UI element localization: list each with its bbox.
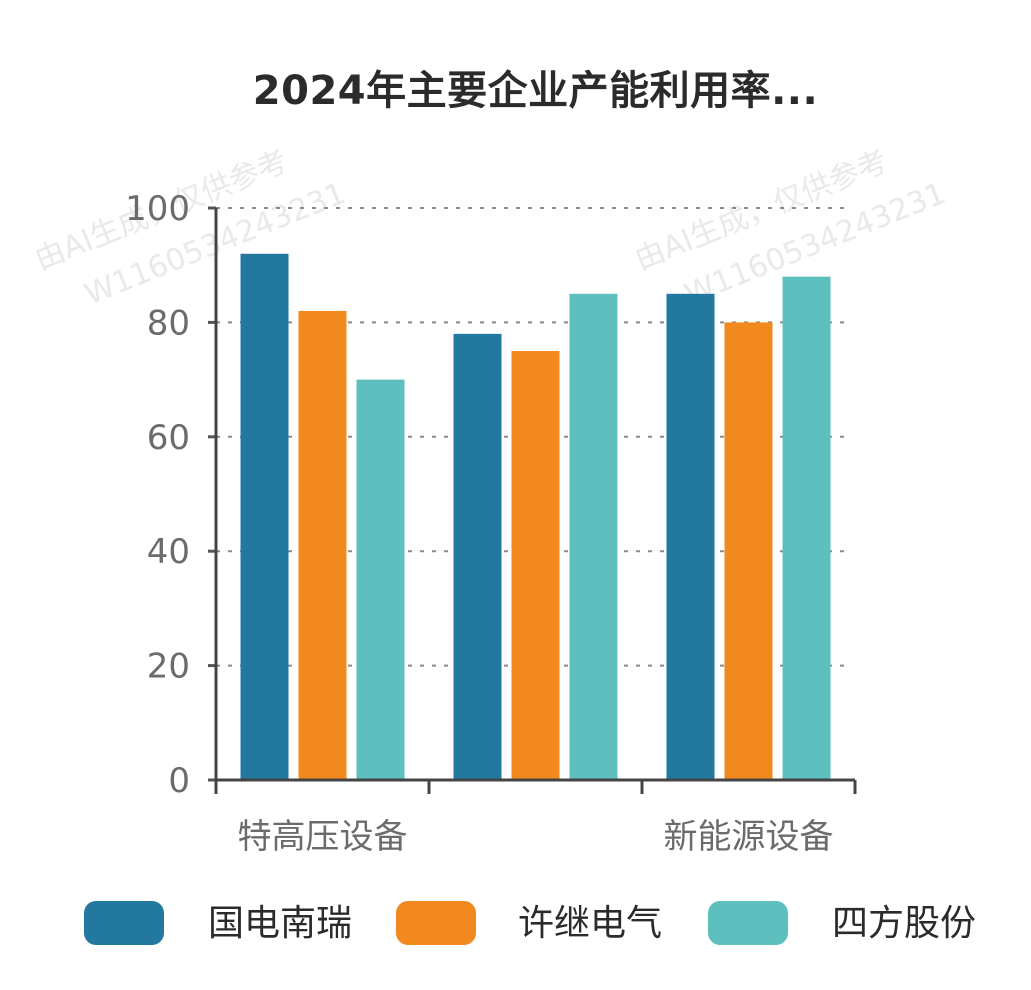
legend-item: 四方股份	[708, 901, 976, 945]
bar	[453, 333, 502, 780]
bar	[511, 351, 560, 780]
axis-layer: 0 20 40 60 80 100 特高压设备 新能源设备	[125, 189, 857, 857]
x-tick-label: 特高压设备	[238, 817, 408, 857]
bar	[782, 276, 831, 780]
legend-label: 许继电气	[518, 903, 662, 944]
y-tick-label: 20	[147, 647, 190, 687]
y-tick-label: 100	[125, 189, 190, 229]
legend-swatch	[396, 901, 476, 945]
bar-layer	[240, 253, 831, 780]
bar	[569, 293, 618, 780]
legend-swatch	[708, 901, 788, 945]
y-tick-label: 0	[168, 761, 190, 801]
legend: 国电南瑞 许继电气 四方股份	[84, 901, 976, 945]
bar	[356, 379, 405, 780]
bar	[298, 310, 347, 780]
x-tick-label: 新能源设备	[664, 817, 834, 857]
legend-swatch	[84, 901, 164, 945]
y-tick-label: 80	[147, 303, 190, 343]
legend-label: 四方股份	[832, 903, 976, 944]
legend-item: 许继电气	[396, 901, 662, 945]
bar	[724, 322, 773, 780]
bar	[666, 293, 715, 780]
legend-label: 国电南瑞	[208, 903, 352, 944]
bar	[240, 253, 289, 780]
y-tick-label: 60	[147, 418, 190, 458]
y-tick-label: 40	[147, 532, 190, 572]
chart-title: 2024年主要企业产能利用率...	[252, 68, 819, 114]
legend-item: 国电南瑞	[84, 901, 352, 945]
